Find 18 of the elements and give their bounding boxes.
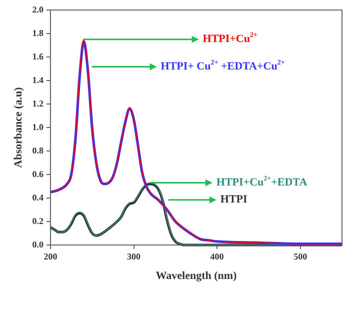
text: HTPI: [220, 194, 248, 206]
y-tick-label: 1.0: [32, 122, 44, 132]
y-tick-label: 0.4: [32, 192, 44, 202]
y-tick-label: 1.8: [32, 28, 44, 38]
y-tick-label: 2.0: [32, 4, 44, 14]
y-tick-label: 1.2: [32, 98, 44, 108]
y-tick-label: 0.6: [32, 168, 44, 179]
y-axis-title: Absorbance (a.u): [12, 86, 24, 168]
x-tick-label: 300: [127, 252, 141, 262]
x-tick-label: 200: [44, 252, 58, 262]
y-tick-label: 0.2: [32, 216, 44, 226]
y-tick-label: 0.8: [32, 145, 44, 156]
y-tick-label: 1.4: [32, 74, 44, 85]
y-tick-label: 1.6: [32, 51, 44, 62]
y-tick-label: 0.0: [32, 239, 44, 250]
x-axis-title: Wavelength (nm): [156, 270, 238, 282]
x-tick-label: 500: [294, 252, 308, 262]
x-tick-label: 400: [210, 252, 224, 262]
